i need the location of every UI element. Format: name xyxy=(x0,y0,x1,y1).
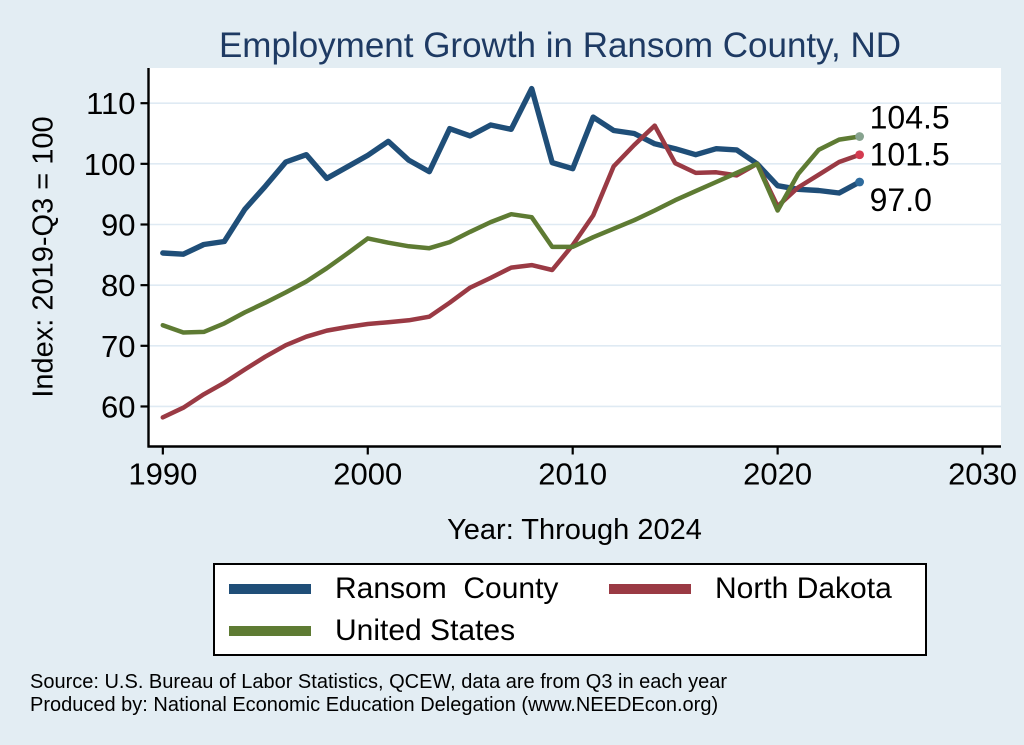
legend-label-north-dakota: North Dakota xyxy=(715,571,892,605)
y-axis-title: Index: 2019-Q3 = 100 xyxy=(27,116,60,398)
x-tick-label-2000: 2000 xyxy=(333,457,402,492)
legend-item-north-dakota: North Dakota xyxy=(609,571,925,605)
series-end-label-ransom-county: 97.0 xyxy=(870,182,932,218)
series-end-label-united-states: 104.5 xyxy=(870,100,950,136)
ransom-county-swatch xyxy=(229,583,311,594)
legend-item-united-states: United States xyxy=(229,613,609,647)
united-states-swatch xyxy=(229,625,311,636)
series-line-united-states xyxy=(160,134,862,335)
series-end-label-north-dakota: 101.5 xyxy=(870,137,950,173)
source-line: Source: U.S. Bureau of Labor Statistics,… xyxy=(30,671,727,693)
x-tick-label-2030: 2030 xyxy=(948,457,1017,492)
series-end-dot-north-dakota xyxy=(855,150,864,160)
plot-area xyxy=(148,68,1001,447)
x-axis-title: Year: Through 2024 xyxy=(447,514,702,546)
y-tick-label-70: 70 xyxy=(101,329,135,364)
legend-label-united-states: United States xyxy=(335,613,516,647)
north-dakota-swatch xyxy=(609,583,691,594)
series-line-ransom-county xyxy=(160,85,863,257)
source-note: Source: U.S. Bureau of Labor Statistics,… xyxy=(30,671,727,717)
legend-label-ransom-county: Ransom County xyxy=(335,571,559,605)
y-tick-label-100: 100 xyxy=(84,147,136,182)
y-tick-label-60: 60 xyxy=(101,389,135,424)
x-tick-label-1990: 1990 xyxy=(128,457,197,492)
chart-title: Employment Growth in Ransom County, ND xyxy=(218,26,902,65)
legend-item-ransom-county: Ransom County xyxy=(229,571,609,605)
series-end-dot-united-states xyxy=(855,132,864,141)
produced-by-line: Produced by: National Economic Education… xyxy=(30,694,719,716)
x-tick-label-2010: 2010 xyxy=(538,457,607,492)
y-tick-label-110: 110 xyxy=(86,86,135,121)
y-tick-label-90: 90 xyxy=(101,207,135,242)
legend: Ransom County North Dakota United States xyxy=(213,563,927,656)
series-end-dot-ransom-county xyxy=(855,177,864,187)
y-tick-label-80: 80 xyxy=(101,268,135,303)
x-tick-label-2020: 2020 xyxy=(743,457,812,492)
plot-canvas: 60 70 80 90 100 110 1990 2000 2010 2020 2030 97.0 10… xyxy=(84,68,1017,492)
